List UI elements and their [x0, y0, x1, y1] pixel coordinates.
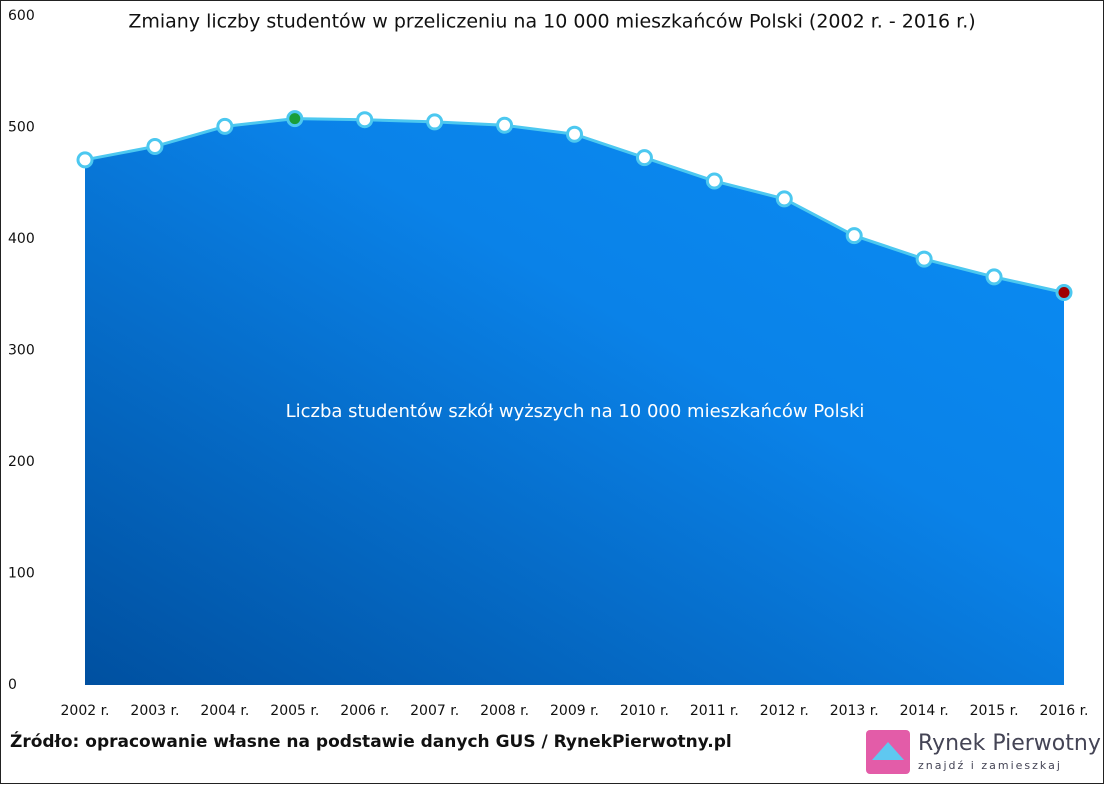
x-tick-label: 2008 r. [480, 703, 529, 719]
y-tick-label: 500 [8, 120, 35, 136]
x-tick-label: 2005 r. [270, 703, 319, 719]
x-tick-label: 2007 r. [410, 703, 459, 719]
data-point [216, 117, 234, 135]
data-point [705, 172, 723, 190]
area [85, 118, 1064, 685]
data-point [775, 190, 793, 208]
y-tick-label: 300 [8, 343, 35, 359]
x-tick-label: 2010 r. [620, 703, 669, 719]
logo: Rynek Pierwotny znajdź i zamieszkaj [866, 730, 1101, 774]
data-point [1055, 284, 1073, 302]
logo-tagline: znajdź i zamieszkaj [918, 759, 1062, 772]
annotation: Liczba studentów szkół wyższych na 10 00… [286, 401, 865, 422]
data-point [496, 116, 514, 134]
x-tick-label: 2013 r. [830, 703, 879, 719]
data-point [426, 113, 444, 131]
y-tick-label: 0 [8, 677, 17, 693]
data-point [566, 125, 583, 143]
x-tick-label: 2002 r. [61, 703, 110, 719]
x-tick-label: 2012 r. [760, 703, 809, 719]
chart-title: Zmiany liczby studentów w przeliczeniu n… [128, 11, 975, 33]
x-tick-label: 2004 r. [200, 703, 249, 719]
data-point [146, 137, 164, 155]
y-tick-label: 400 [8, 231, 35, 247]
y-tick-label: 200 [8, 454, 35, 470]
x-tick-label: 2003 r. [130, 703, 179, 719]
data-point [845, 227, 863, 245]
x-tick-label: 2014 r. [900, 703, 949, 719]
data-point [76, 151, 94, 169]
logo-icon-roof [872, 742, 904, 760]
source: Źródło: opracowanie własne na podstawie … [10, 730, 732, 752]
x-tick-label: 2015 r. [970, 703, 1019, 719]
logo-name: Rynek Pierwotny [918, 731, 1101, 756]
y-tick-label: 100 [8, 566, 35, 582]
x-tick-label: 2006 r. [340, 703, 389, 719]
y-tick-label: 600 [8, 8, 35, 24]
x-tick-label: 2011 r. [690, 703, 739, 719]
data-point [635, 149, 653, 167]
x-tick-label: 2009 r. [550, 703, 599, 719]
data-point [985, 268, 1003, 286]
data-point [915, 250, 933, 268]
data-point [286, 110, 304, 128]
x-tick-label: 2016 r. [1040, 703, 1089, 719]
data-point [356, 111, 374, 129]
